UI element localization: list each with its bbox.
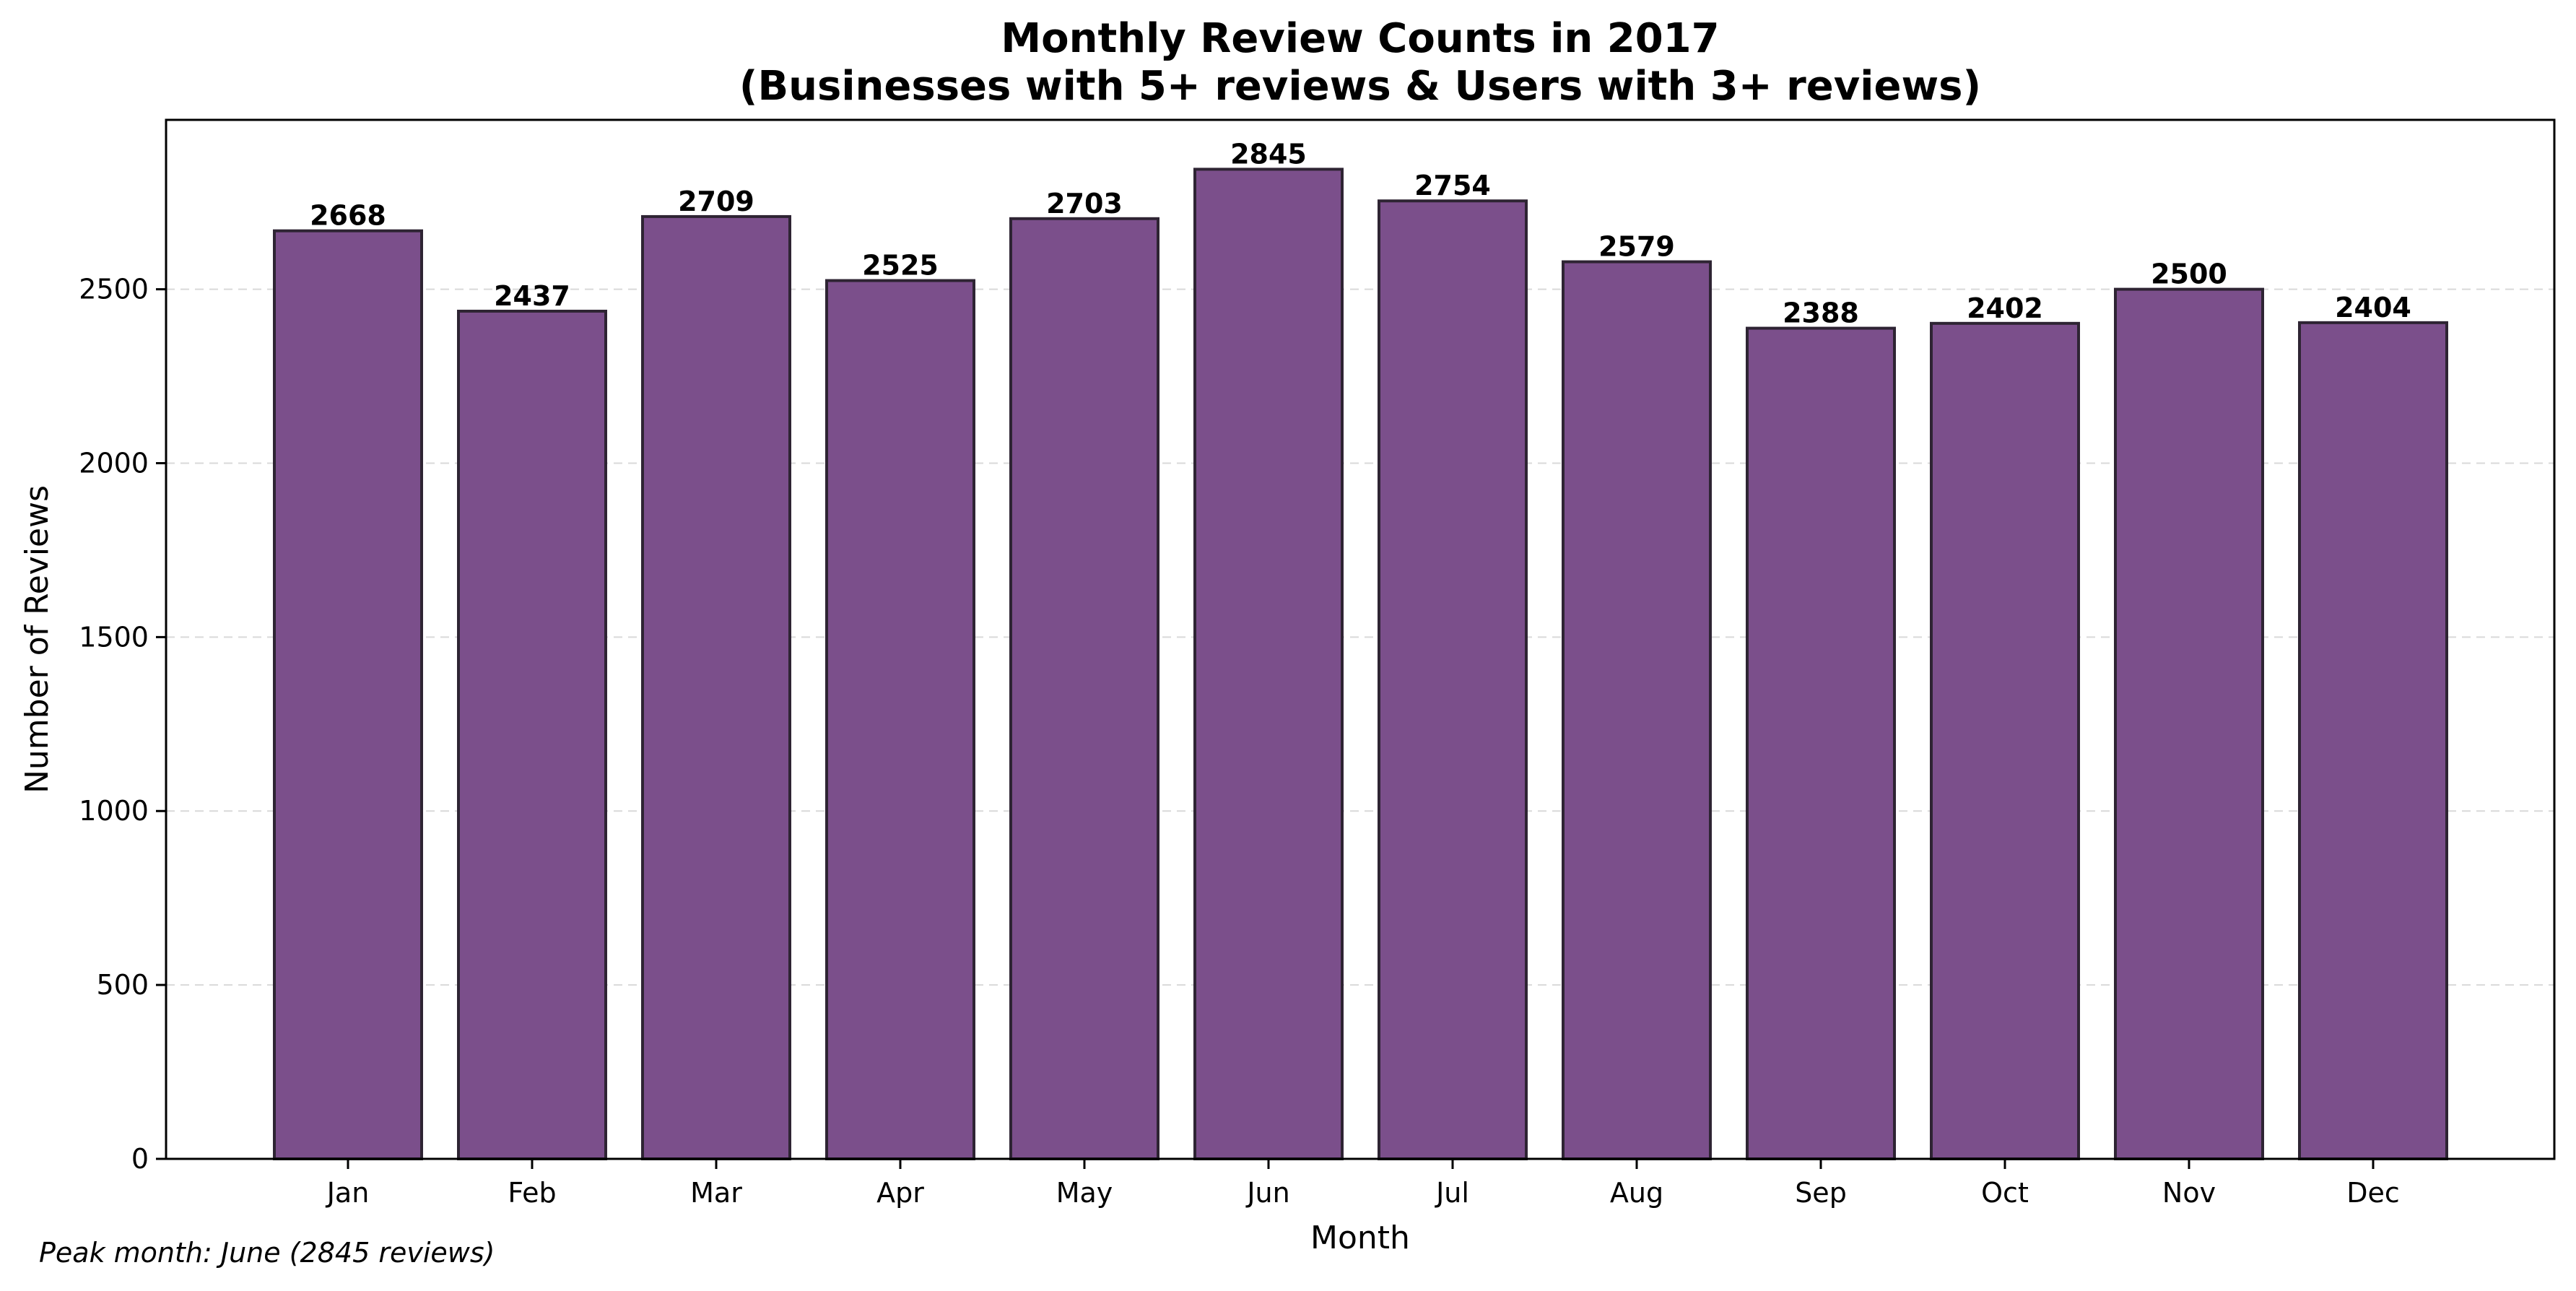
x-tick-label-apr: Apr bbox=[876, 1177, 924, 1209]
x-tick-label-feb: Feb bbox=[508, 1177, 556, 1209]
y-tick-label: 2500 bbox=[79, 274, 149, 305]
bar-jun bbox=[1193, 168, 1344, 1161]
x-tick-label-oct: Oct bbox=[1981, 1177, 2029, 1209]
x-tick-label-may: May bbox=[1056, 1177, 1113, 1209]
value-label-oct: 2402 bbox=[1967, 292, 2043, 324]
x-axis-ticks: Jan Feb Mar Apr May Jun Jul Aug Sep Oct Nov Dec bbox=[326, 1159, 2400, 1209]
value-label-feb: 2437 bbox=[494, 280, 570, 312]
x-tick-label-nov: Nov bbox=[2162, 1177, 2216, 1209]
bar-nov bbox=[2114, 287, 2264, 1160]
x-tick-label-jul: Jul bbox=[1435, 1177, 1469, 1209]
y-axis-ticks: 0 500 1000 1500 2000 2500 bbox=[79, 274, 166, 1175]
chart-title-line-1: Monthly Review Counts in 2017 bbox=[1001, 15, 1719, 62]
bar-may bbox=[1009, 217, 1159, 1160]
y-tick-label: 2000 bbox=[79, 447, 149, 479]
bar-apr bbox=[825, 279, 975, 1161]
x-tick-label-jun: Jun bbox=[1245, 1177, 1289, 1209]
value-label-mar: 2709 bbox=[678, 186, 754, 217]
y-tick-label: 1000 bbox=[79, 795, 149, 827]
value-label-apr: 2525 bbox=[862, 250, 939, 282]
bar-mar bbox=[641, 214, 791, 1160]
value-label-dec: 2404 bbox=[2335, 292, 2411, 323]
bar-feb bbox=[457, 309, 607, 1160]
bar-dec bbox=[2298, 321, 2448, 1160]
value-labels: 2668 2437 2709 2525 2703 2845 2754 2579 2388 2402… bbox=[310, 138, 2411, 329]
y-tick-label: 1500 bbox=[79, 621, 149, 653]
x-tick-label-sep: Sep bbox=[1795, 1177, 1847, 1209]
peak-month-annotation: Peak month: June (2845 reviews) bbox=[39, 1237, 495, 1269]
x-tick-label-jan: Jan bbox=[326, 1177, 370, 1209]
value-label-jun: 2845 bbox=[1230, 138, 1307, 170]
bar-jan bbox=[273, 229, 423, 1161]
bar-oct bbox=[1930, 321, 2080, 1160]
value-label-jul: 2754 bbox=[1414, 170, 1491, 201]
value-label-sep: 2388 bbox=[1783, 297, 1859, 329]
x-axis-label: Month bbox=[1310, 1220, 1410, 1256]
x-tick-label-aug: Aug bbox=[1610, 1177, 1663, 1209]
plot-frame bbox=[165, 118, 2556, 1160]
y-axis-label: Number of Reviews bbox=[19, 485, 56, 794]
bars bbox=[273, 168, 2448, 1161]
value-label-may: 2703 bbox=[1046, 188, 1123, 219]
value-label-nov: 2500 bbox=[2151, 258, 2227, 290]
bar-aug bbox=[1562, 260, 1712, 1160]
value-label-jan: 2668 bbox=[310, 200, 386, 232]
y-tick-label: 500 bbox=[96, 969, 149, 1001]
value-label-aug: 2579 bbox=[1598, 231, 1675, 263]
x-tick-label-mar: Mar bbox=[690, 1177, 742, 1209]
x-tick-label-dec: Dec bbox=[2346, 1177, 2400, 1209]
chart-title-line-2: (Businesses with 5+ reviews & Users with… bbox=[739, 63, 1981, 110]
bar-jul bbox=[1378, 199, 1528, 1160]
bar-sep bbox=[1746, 326, 1896, 1160]
y-tick-label: 0 bbox=[131, 1143, 149, 1175]
